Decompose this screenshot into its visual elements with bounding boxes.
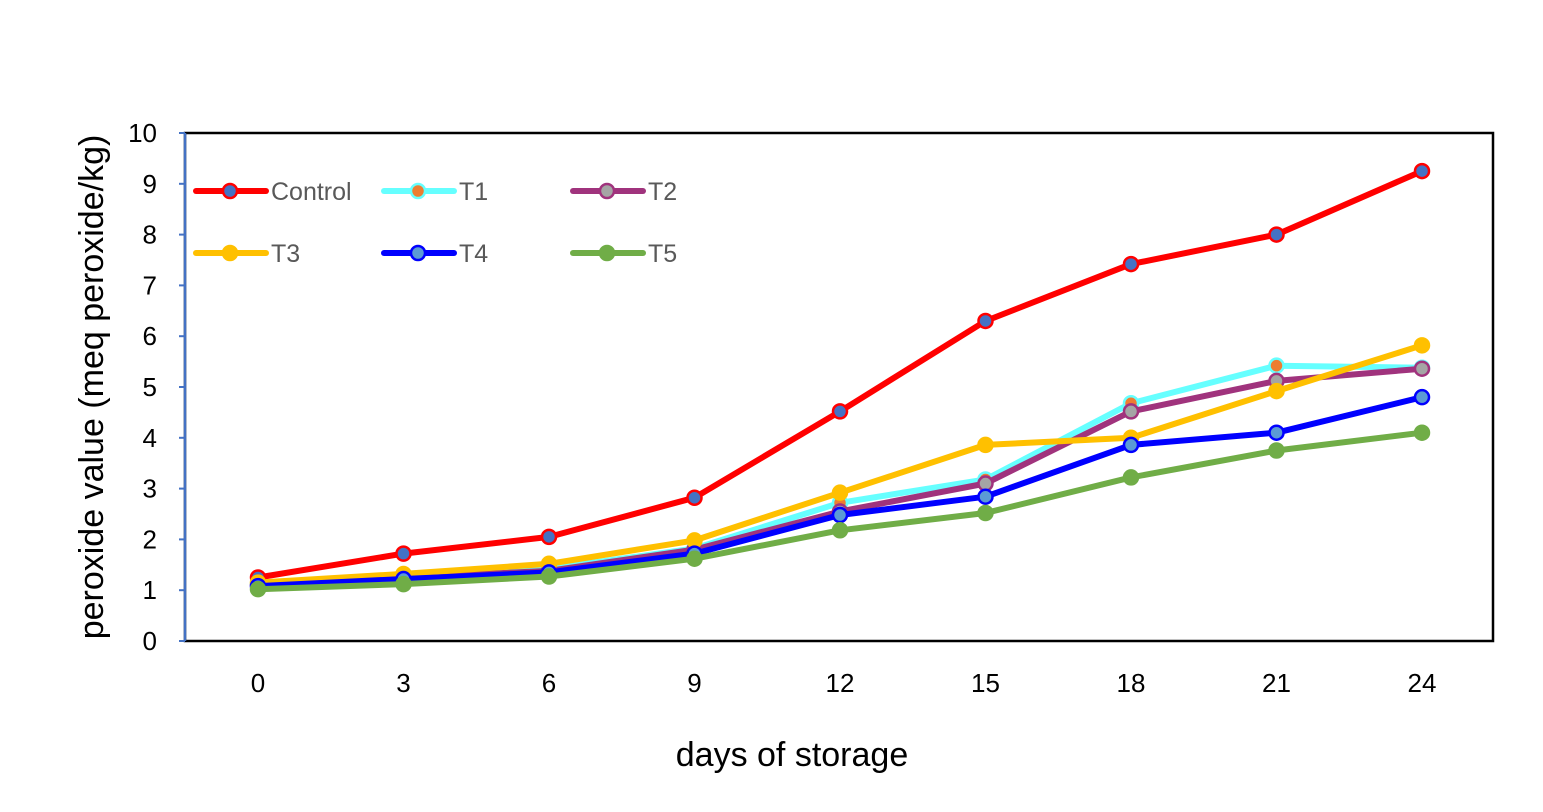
legend-label: T3	[271, 240, 300, 268]
y-tick-label: 4	[143, 423, 157, 453]
legend-marker	[598, 182, 616, 200]
legend-item-t1: T1	[381, 178, 488, 206]
x-tick-label: 15	[971, 668, 1000, 698]
x-tick-label: 12	[826, 668, 855, 698]
y-tick-label: 3	[143, 474, 157, 504]
data-point	[540, 568, 558, 585]
legend-item-control: Control	[193, 178, 352, 206]
legend-item-t3: T3	[193, 240, 300, 268]
legend-item-t4: T4	[381, 240, 488, 268]
data-point	[831, 506, 849, 524]
legend-label: Control	[271, 178, 352, 206]
y-axis-title: peroxide value (meq peroxide/kg)	[73, 135, 111, 640]
legend-marker	[221, 182, 239, 200]
data-point	[395, 575, 412, 593]
x-tick-label: 3	[396, 668, 410, 698]
legend-label: T1	[459, 178, 488, 206]
x-tick-label: 21	[1262, 668, 1291, 698]
legend-item-t5: T5	[570, 240, 677, 268]
data-point	[686, 489, 703, 506]
data-point	[1268, 442, 1285, 459]
x-axis-title: days of storage	[676, 736, 908, 774]
y-tick-label: 6	[143, 321, 157, 351]
data-point	[1268, 424, 1285, 441]
y-tick-label: 0	[143, 626, 157, 656]
y-tick-label: 1	[143, 575, 157, 605]
y-tick-label: 8	[143, 220, 157, 250]
data-point	[1413, 360, 1431, 377]
data-point	[977, 504, 994, 522]
y-tick-label: 2	[143, 524, 157, 554]
x-tick-label: 0	[251, 668, 265, 698]
data-point	[1122, 255, 1140, 273]
data-point	[977, 488, 994, 505]
data-point	[395, 545, 412, 562]
data-point	[1122, 436, 1140, 454]
x-axis-ticks: 0 3 6 9 12 15 18 21 24	[251, 668, 1437, 698]
legend-marker	[598, 244, 616, 262]
data-point	[540, 528, 558, 546]
data-point	[1413, 337, 1431, 354]
legend-label: T2	[648, 178, 677, 206]
series-layer	[249, 162, 1431, 598]
x-tick-label: 24	[1408, 668, 1437, 698]
data-point	[1413, 162, 1431, 180]
legend-marker	[409, 182, 427, 200]
data-point	[1413, 424, 1431, 441]
x-tick-label: 6	[542, 668, 556, 698]
data-point	[686, 532, 703, 549]
data-point	[686, 550, 703, 567]
series-t5	[249, 424, 1431, 598]
data-point	[831, 484, 849, 501]
y-tick-label: 5	[143, 372, 157, 402]
legend-marker	[409, 244, 427, 262]
y-tick-label: 10	[128, 118, 157, 148]
legend-item-t2: T2	[570, 178, 677, 206]
data-point	[977, 312, 994, 330]
legend-label: T5	[648, 240, 677, 268]
data-point	[1413, 388, 1431, 406]
data-point	[249, 580, 267, 598]
data-point	[1268, 357, 1285, 374]
data-point	[977, 475, 994, 492]
data-point	[1268, 226, 1285, 243]
data-point	[831, 403, 849, 420]
series-control	[249, 162, 1431, 586]
data-point	[1122, 403, 1140, 420]
x-tick-label: 9	[687, 668, 701, 698]
data-point	[1122, 469, 1140, 486]
data-point	[977, 436, 994, 454]
data-point	[831, 522, 849, 539]
legend-label: T4	[459, 240, 488, 268]
data-point	[1268, 382, 1285, 400]
legend: Control T1 T2 T3 T4 T5	[193, 178, 677, 268]
y-axis-ticks: 0 1 2 3 4 5 6 7 8 9 10	[128, 118, 185, 656]
x-tick-label: 18	[1117, 668, 1146, 698]
y-tick-label: 9	[143, 169, 157, 199]
legend-marker	[221, 244, 239, 262]
y-tick-label: 7	[143, 270, 157, 300]
